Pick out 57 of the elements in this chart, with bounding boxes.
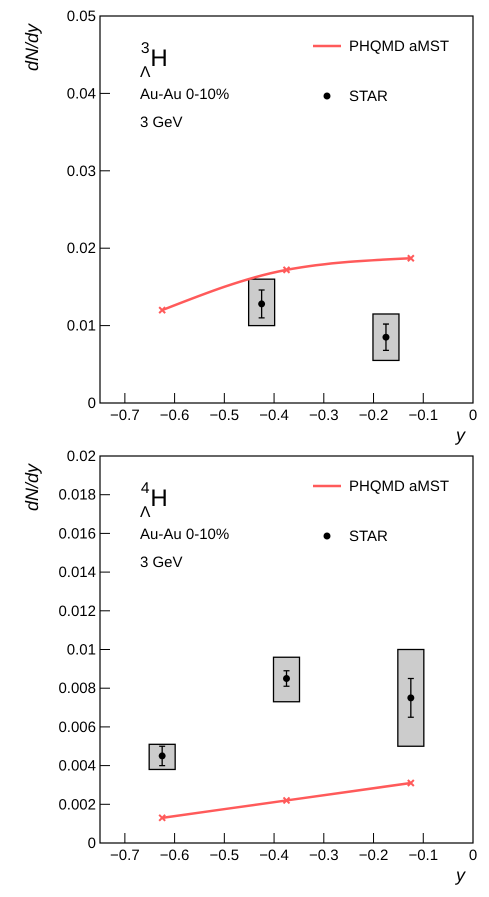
x-tick-label: −0.6 <box>160 407 190 424</box>
y-axis-title: dN/dy <box>22 23 42 72</box>
y-tick-label: 0.02 <box>66 448 96 465</box>
point <box>382 334 390 341</box>
point <box>282 266 290 274</box>
x-tick-label: −0.1 <box>408 407 438 424</box>
legend-label: PHQMD aMST <box>349 38 450 55</box>
y-tick-label: 0 <box>88 835 96 852</box>
point <box>406 779 415 788</box>
point <box>282 796 290 804</box>
point <box>406 254 415 262</box>
x-tick-label: −0.6 <box>160 847 190 864</box>
x-tick-label: 0 <box>468 847 478 864</box>
y-tick-label: 0.004 <box>58 758 96 775</box>
y-tick-label: 0.014 <box>58 564 96 582</box>
annotation: Au-Au 0-10% <box>140 526 230 543</box>
annotation: 3 GeV <box>140 554 183 571</box>
bar <box>397 648 424 747</box>
legend-label: PHQMD aMST <box>349 478 450 495</box>
annotation: 3 GeV <box>140 114 183 131</box>
x-tick-label: −0.7 <box>110 407 140 424</box>
y-tick-label: 0.01 <box>66 318 96 335</box>
x-tick-label: −0.3 <box>308 847 339 864</box>
x-tick-label: 0 <box>468 407 478 424</box>
point <box>407 694 414 702</box>
x-tick-label: −0.5 <box>210 407 240 424</box>
y-tick-label: 0.008 <box>58 680 96 698</box>
y-tick-label: 0.01 <box>66 642 96 658</box>
x-tick-label: −0.3 <box>308 407 339 424</box>
y-tick-label: 0.016 <box>58 525 96 542</box>
x-tick-label: −0.7 <box>110 847 140 864</box>
x-axis-title: y <box>454 865 466 885</box>
y-tick-label: 0.002 <box>58 796 96 814</box>
y-tick-label: 0.006 <box>58 718 96 736</box>
y-tick-label: 0 <box>88 395 96 412</box>
x-tick-label: −0.5 <box>210 847 240 864</box>
bar <box>272 656 300 702</box>
y-tick-label: 0.018 <box>58 486 96 504</box>
y-tick-label: 0.04 <box>66 85 96 102</box>
x-tick-label: −0.1 <box>408 847 438 864</box>
x-tick-label: −0.4 <box>259 847 289 864</box>
legend-label: STAR <box>349 88 388 105</box>
point <box>158 814 166 822</box>
x-tick-label: −0.4 <box>259 407 289 424</box>
point <box>258 300 266 308</box>
x-tick-label: −0.2 <box>358 847 388 864</box>
y-tick-label: 0.02 <box>66 240 96 258</box>
annotation: Au-Au 0-10% <box>140 86 230 103</box>
y-tick-label: 0.012 <box>58 602 96 620</box>
y-tick-label: 0.03 <box>66 162 96 180</box>
legend-label: STAR <box>349 528 388 545</box>
x-axis-title: y <box>454 425 466 445</box>
point <box>283 675 290 682</box>
x-tick-label: −0.2 <box>358 407 388 424</box>
y-axis-title: dN/dy <box>22 463 42 512</box>
y-tick-label: 0.05 <box>66 8 96 25</box>
point <box>158 306 166 314</box>
